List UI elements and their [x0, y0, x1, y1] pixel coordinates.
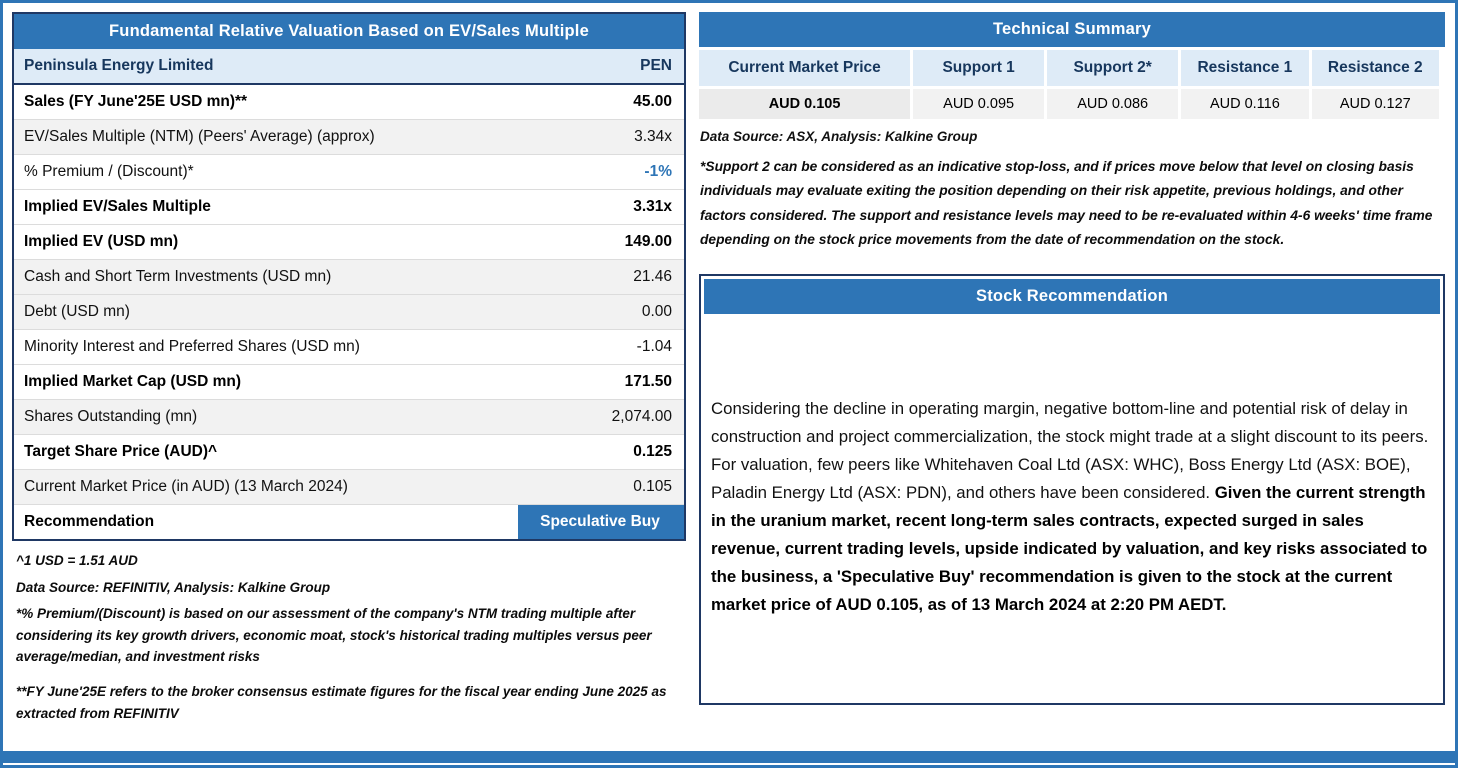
valuation-header-row: Peninsula Energy Limited PEN	[14, 49, 684, 85]
row-label: Debt (USD mn)	[14, 294, 518, 330]
valuation-row: EV/Sales Multiple (NTM) (Peers' Average)…	[14, 119, 684, 155]
recommendation-text: Considering the decline in operating mar…	[704, 395, 1440, 619]
row-value: -1.04	[518, 329, 684, 365]
row-value: 3.34x	[518, 119, 684, 155]
technical-table: Current Market Price Support 1 Support 2* R…	[696, 47, 1442, 122]
valuation-row: Cash and Short Term Investments (USD mn)…	[14, 259, 684, 295]
valuation-row: % Premium / (Discount)* -1%	[14, 154, 684, 190]
ticker-symbol: PEN	[518, 49, 684, 85]
row-label: % Premium / (Discount)*	[14, 154, 518, 190]
row-label: Implied EV (USD mn)	[14, 224, 518, 260]
technical-value: AUD 0.105	[699, 89, 911, 119]
technical-value: AUD 0.086	[1047, 89, 1179, 119]
row-label: Current Market Price (in AUD) (13 March …	[14, 469, 518, 505]
valuation-title: Fundamental Relative Valuation Based on …	[14, 14, 684, 49]
valuation-table-body: Sales (FY June'25E USD mn)** 45.00 EV/Sale…	[14, 84, 684, 539]
valuation-row: Implied EV/Sales Multiple 3.31x	[14, 189, 684, 225]
row-label: Implied EV/Sales Multiple	[14, 189, 518, 225]
row-value: 171.50	[518, 364, 684, 400]
footnote: Data Source: REFINITIV, Analysis: Kalkin…	[16, 579, 331, 595]
row-value: 0.105	[518, 469, 684, 505]
valuation-row: Minority Interest and Preferred Shares (…	[14, 329, 684, 365]
technical-column-header: Resistance 1	[1181, 50, 1309, 86]
valuation-table: Peninsula Energy Limited PEN Sales (FY J…	[14, 49, 684, 539]
bottom-accent-strip	[3, 751, 1455, 763]
technical-column-header: Support 2*	[1047, 50, 1179, 86]
valuation-box: Fundamental Relative Valuation Based on …	[12, 12, 686, 541]
footnote: ^1 USD = 1.51 AUD	[16, 553, 138, 568]
row-label: Recommendation	[14, 504, 518, 539]
row-value: 0.00	[518, 294, 684, 330]
technical-panel: Technical Summary Current Market Price Su…	[699, 12, 1445, 729]
technical-header-row: Current Market Price Support 1 Support 2* R…	[699, 50, 1439, 86]
technical-footnote: *Support 2 can be considered as an indic…	[700, 159, 1433, 247]
stock-recommendation-box: Stock Recommendation Considering the dec…	[699, 274, 1445, 706]
footnote: **FY June'25E refers to the broker conse…	[16, 683, 667, 721]
row-label: Cash and Short Term Investments (USD mn)	[14, 259, 518, 295]
technical-value: AUD 0.116	[1181, 89, 1309, 119]
technical-value: AUD 0.127	[1311, 89, 1439, 119]
technical-title: Technical Summary	[699, 12, 1445, 47]
row-value: -1%	[518, 154, 684, 190]
valuation-row: Implied EV (USD mn) 149.00	[14, 224, 684, 260]
technical-column-header: Current Market Price	[699, 50, 911, 86]
valuation-footnotes: ^1 USD = 1.51 AUD Data Source: REFINITIV,…	[12, 541, 686, 724]
row-label: Shares Outstanding (mn)	[14, 399, 518, 435]
technical-column-header: Support 1	[913, 50, 1045, 86]
row-label: Minority Interest and Preferred Shares (…	[14, 329, 518, 365]
row-value: 2,074.00	[518, 399, 684, 435]
technical-column-header: Resistance 2	[1311, 50, 1439, 86]
technical-source: Data Source: ASX, Analysis: Kalkine Grou…	[700, 129, 978, 144]
valuation-row: Target Share Price (AUD)^ 0.125	[14, 434, 684, 470]
recommendation-title: Stock Recommendation	[704, 279, 1440, 315]
recommendation-badge: Speculative Buy	[518, 504, 684, 539]
technical-values-row: AUD 0.105 AUD 0.095 AUD 0.086 AUD 0.116 AUD …	[699, 89, 1439, 119]
valuation-row: Sales (FY June'25E USD mn)** 45.00	[14, 84, 684, 120]
company-name: Peninsula Energy Limited	[14, 49, 518, 85]
row-label: Sales (FY June'25E USD mn)**	[14, 84, 518, 120]
row-label: Target Share Price (AUD)^	[14, 434, 518, 470]
row-value: 0.125	[518, 434, 684, 470]
footnote: *% Premium/(Discount) is based on our as…	[16, 606, 652, 665]
recommendation-text-bold: Given the current strength in the uraniu…	[711, 483, 1428, 615]
row-label: EV/Sales Multiple (NTM) (Peers' Average)…	[14, 119, 518, 155]
valuation-row: Current Market Price (in AUD) (13 March …	[14, 469, 684, 505]
main-content: Fundamental Relative Valuation Based on …	[3, 3, 1455, 729]
recommendation-content: Considering the decline in operating mar…	[704, 314, 1440, 700]
valuation-row: Debt (USD mn) 0.00	[14, 294, 684, 330]
recommendation-row: Recommendation Speculative Buy	[14, 504, 684, 539]
row-value: 45.00	[518, 84, 684, 120]
row-value: 149.00	[518, 224, 684, 260]
valuation-row: Implied Market Cap (USD mn) 171.50	[14, 364, 684, 400]
technical-value: AUD 0.095	[913, 89, 1045, 119]
row-label: Implied Market Cap (USD mn)	[14, 364, 518, 400]
recommendation-text-normal: Considering the decline in operating mar…	[711, 399, 1429, 503]
valuation-panel: Fundamental Relative Valuation Based on …	[12, 12, 686, 729]
valuation-row: Shares Outstanding (mn) 2,074.00	[14, 399, 684, 435]
row-value: 3.31x	[518, 189, 684, 225]
row-value: 21.46	[518, 259, 684, 295]
